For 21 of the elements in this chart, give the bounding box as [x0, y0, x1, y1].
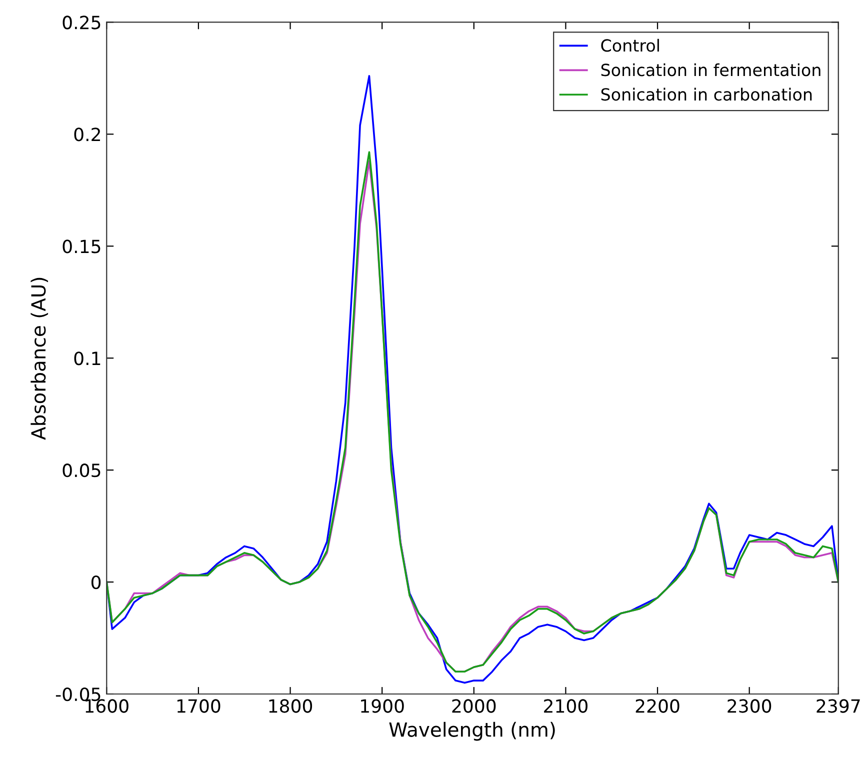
legend-label: Sonication in fermentation [601, 63, 820, 76]
x-tick-label: 2000 [452, 699, 496, 713]
legend-label: Sonication in carbonation [601, 88, 812, 101]
legend-label: Control [601, 38, 659, 52]
x-axis-title: Wavelength (nm) [389, 722, 555, 741]
y-tick-label: 0.1 [74, 352, 100, 366]
x-tick-label: 1900 [361, 699, 404, 713]
y-tick-label: 0 [91, 575, 101, 590]
x-tick-label: 1800 [269, 699, 312, 713]
y-axis-title: Absorbance (AU) [30, 278, 48, 440]
y-tick-label: -0.05 [56, 687, 100, 702]
x-tick-label: 1700 [177, 699, 220, 713]
y-tick-label: 0.05 [62, 464, 100, 478]
y-tick-label: 0.2 [74, 128, 100, 142]
y-tick-label: 0.25 [62, 16, 100, 30]
x-tick-label: 2397 [816, 699, 860, 713]
x-tick-label: 1600 [86, 699, 128, 713]
y-tick-label: 0.15 [62, 240, 100, 254]
x-tick-label: 2200 [636, 699, 680, 713]
x-tick-label: 2300 [728, 699, 772, 713]
x-tick-label: 2100 [544, 699, 588, 713]
